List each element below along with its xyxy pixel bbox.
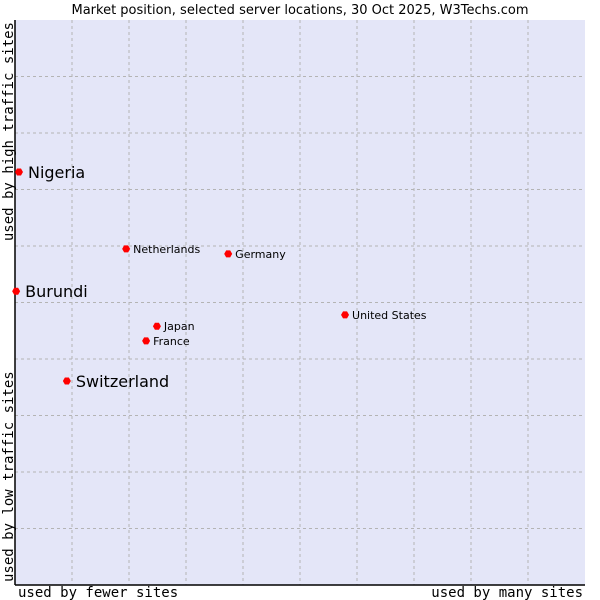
data-point [224, 250, 233, 258]
data-point [14, 168, 23, 176]
data-point [152, 322, 161, 330]
grid [15, 20, 585, 585]
data-label: France [153, 335, 190, 348]
data-label: Switzerland [76, 372, 169, 391]
data-point [142, 337, 151, 345]
y-label-top: used by high traffic sites [1, 22, 17, 241]
x-label-left: used by fewer sites [18, 585, 178, 600]
data-point [341, 311, 350, 319]
y-label-bottom: used by low traffic sites [1, 371, 17, 582]
points: Nigeria Burundi Switzerland Netherlands Germ… [12, 163, 427, 391]
data-label: Nigeria [28, 163, 85, 182]
data-label: Burundi [25, 282, 88, 301]
data-label: Japan [163, 320, 195, 333]
data-point [12, 287, 21, 295]
data-point [62, 377, 71, 385]
data-label: United States [352, 309, 427, 322]
x-label-right: used by many sites [431, 585, 583, 600]
chart-title: Market position, selected server locatio… [71, 3, 528, 18]
data-label: Netherlands [133, 243, 200, 256]
data-point [122, 245, 131, 253]
data-label: Germany [235, 248, 286, 261]
